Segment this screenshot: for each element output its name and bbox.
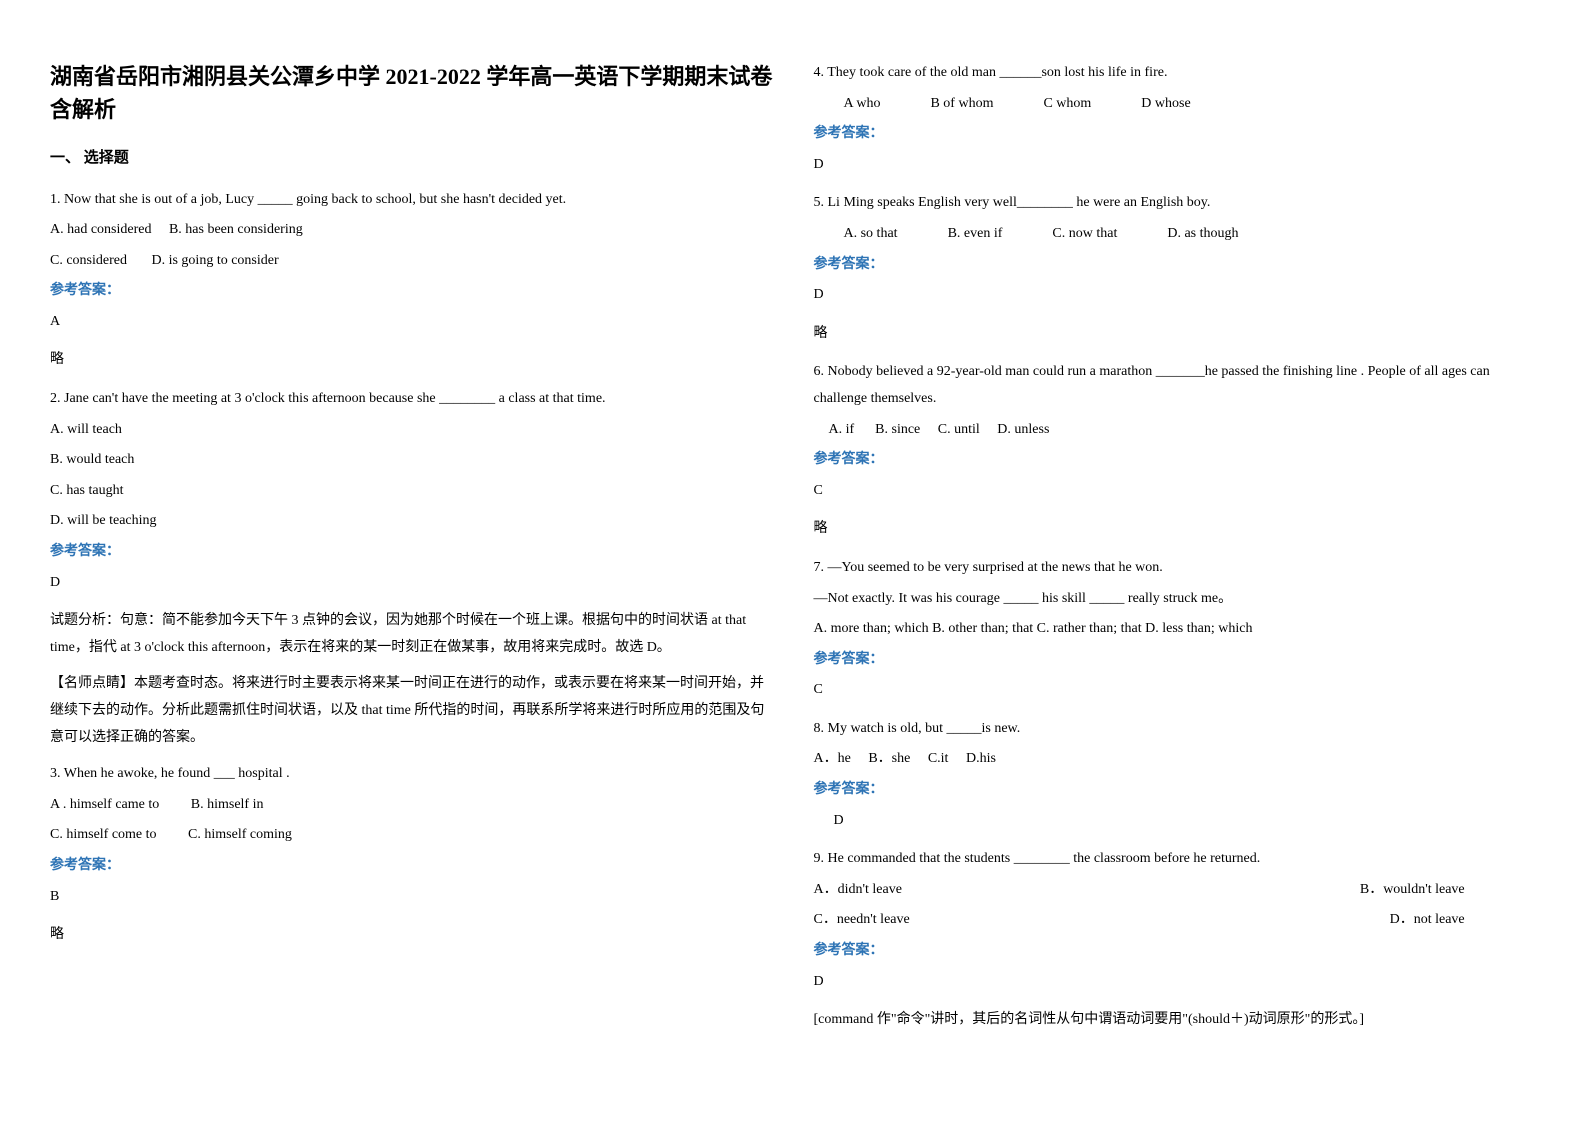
question-2-text: 2. Jane can't have the meeting at 3 o'cl… (50, 386, 774, 413)
q2-explanation-2: 【名师点睛】本题考查时态。将来进行时主要表示将来某一时间正在进行的动作，或表示要… (50, 671, 774, 751)
question-9-options-cd: C．needn't leave D．not leave (814, 907, 1465, 934)
q9-option-b: B．wouldn't leave (1360, 877, 1465, 904)
page-container: 湖南省岳阳市湘阴县关公潭乡中学 2021-2022 学年高一英语下学期期末试卷含… (50, 60, 1537, 1062)
q3-answer: B (50, 884, 774, 911)
q6-note: 略 (814, 516, 1538, 543)
q2-answer: D (50, 570, 774, 597)
question-9-options-ab: A．didn't leave B．wouldn't leave (814, 877, 1465, 904)
question-7-options: A. more than; which B. other than; that … (814, 616, 1538, 643)
question-4-options: A who B of whom C whom D whose (844, 91, 1538, 118)
q1-answer-label: 参考答案： (50, 278, 774, 305)
question-5-options: A. so that B. even if C. now that D. as … (844, 221, 1538, 248)
q9-option-a: A．didn't leave (814, 877, 902, 904)
q2-option-d: D. will be teaching (50, 508, 774, 535)
q9-answer: D (814, 969, 1538, 996)
question-1-options-cd: C. considered D. is going to consider (50, 248, 774, 275)
q1-option-d: D. is going to consider (151, 253, 278, 268)
question-8-options: A．he B．she C.it D.his (814, 746, 1538, 773)
question-9-text: 9. He commanded that the students ______… (814, 846, 1538, 873)
q6-option-c: C. until (938, 422, 980, 437)
q4-option-b: B of whom (930, 91, 993, 118)
q3-option-d: C. himself coming (188, 827, 292, 842)
q9-option-d: D．not leave (1390, 907, 1465, 934)
q7-answer: C (814, 677, 1538, 704)
q1-option-b: B. has been considering (169, 222, 303, 237)
q5-option-b: B. even if (948, 221, 1003, 248)
q1-option-c: C. considered (50, 253, 127, 268)
q6-answer: C (814, 478, 1538, 505)
q8-option-c: C.it (928, 751, 949, 766)
q2-option-a: A. will teach (50, 417, 774, 444)
q4-option-a: A who (844, 91, 881, 118)
q9-option-c: C．needn't leave (814, 907, 910, 934)
q9-explanation: [command 作"命令"讲时，其后的名词性从句中谓语动词要用"(should… (814, 1007, 1538, 1034)
question-3-text: 3. When he awoke, he found ___ hospital … (50, 761, 774, 788)
q2-explanation-1: 试题分析：句意：简不能参加今天下午 3 点钟的会议，因为她那个时候在一个班上课。… (50, 608, 774, 661)
q8-option-d: D.his (966, 751, 996, 766)
right-column: 4. They took care of the old man ______s… (814, 60, 1538, 1062)
q2-answer-label: 参考答案： (50, 539, 774, 566)
question-1-text: 1. Now that she is out of a job, Lucy __… (50, 187, 774, 214)
left-column: 湖南省岳阳市湘阴县关公潭乡中学 2021-2022 学年高一英语下学期期末试卷含… (50, 60, 774, 1062)
question-8-text: 8. My watch is old, but _____is new. (814, 716, 1538, 743)
q5-answer: D (814, 282, 1538, 309)
document-title: 湖南省岳阳市湘阴县关公潭乡中学 2021-2022 学年高一英语下学期期末试卷含… (50, 60, 774, 126)
question-1-options-ab: A. had considered B. has been considerin… (50, 217, 774, 244)
q6-option-a: A. if (829, 422, 855, 437)
q6-option-d: D. unless (997, 422, 1049, 437)
q1-answer: A (50, 309, 774, 336)
section-header: 一、 选择题 (50, 144, 774, 173)
question-4-text: 4. They took care of the old man ______s… (814, 60, 1538, 87)
q2-option-b: B. would teach (50, 447, 774, 474)
q3-note: 略 (50, 922, 774, 949)
q5-option-a: A. so that (844, 221, 898, 248)
q1-option-a: A. had considered (50, 222, 151, 237)
q6-option-b: B. since (875, 422, 920, 437)
question-3-options-ab: A . himself came to B. himself in (50, 792, 774, 819)
q1-note: 略 (50, 347, 774, 374)
q4-answer-label: 参考答案： (814, 121, 1538, 148)
q3-option-a: A . himself came to (50, 797, 159, 812)
q2-option-c: C. has taught (50, 478, 774, 505)
q8-option-b: B．she (868, 751, 910, 766)
question-3-options-cd: C. himself come to C. himself coming (50, 822, 774, 849)
q5-option-d: D. as though (1167, 221, 1238, 248)
q3-option-b: B. himself in (191, 797, 264, 812)
question-5-text: 5. Li Ming speaks English very well_____… (814, 190, 1538, 217)
q7-answer-label: 参考答案： (814, 647, 1538, 674)
q3-option-c: C. himself come to (50, 827, 157, 842)
question-7-text2: —Not exactly. It was his courage _____ h… (814, 586, 1538, 613)
q4-option-c: C whom (1043, 91, 1091, 118)
q5-option-c: C. now that (1052, 221, 1117, 248)
q5-answer-label: 参考答案： (814, 252, 1538, 279)
q3-answer-label: 参考答案： (50, 853, 774, 880)
q4-answer: D (814, 152, 1538, 179)
q4-option-d: D whose (1141, 91, 1190, 118)
q8-answer: D (834, 808, 1538, 835)
q6-answer-label: 参考答案： (814, 447, 1538, 474)
question-7-text1: 7. —You seemed to be very surprised at t… (814, 555, 1538, 582)
question-6-options: A. if B. since C. until D. unless (829, 417, 1538, 444)
q8-option-a: A．he (814, 751, 851, 766)
q9-answer-label: 参考答案： (814, 938, 1538, 965)
question-6-text: 6. Nobody believed a 92-year-old man cou… (814, 359, 1538, 412)
q8-answer-label: 参考答案： (814, 777, 1538, 804)
q5-note: 略 (814, 321, 1538, 348)
